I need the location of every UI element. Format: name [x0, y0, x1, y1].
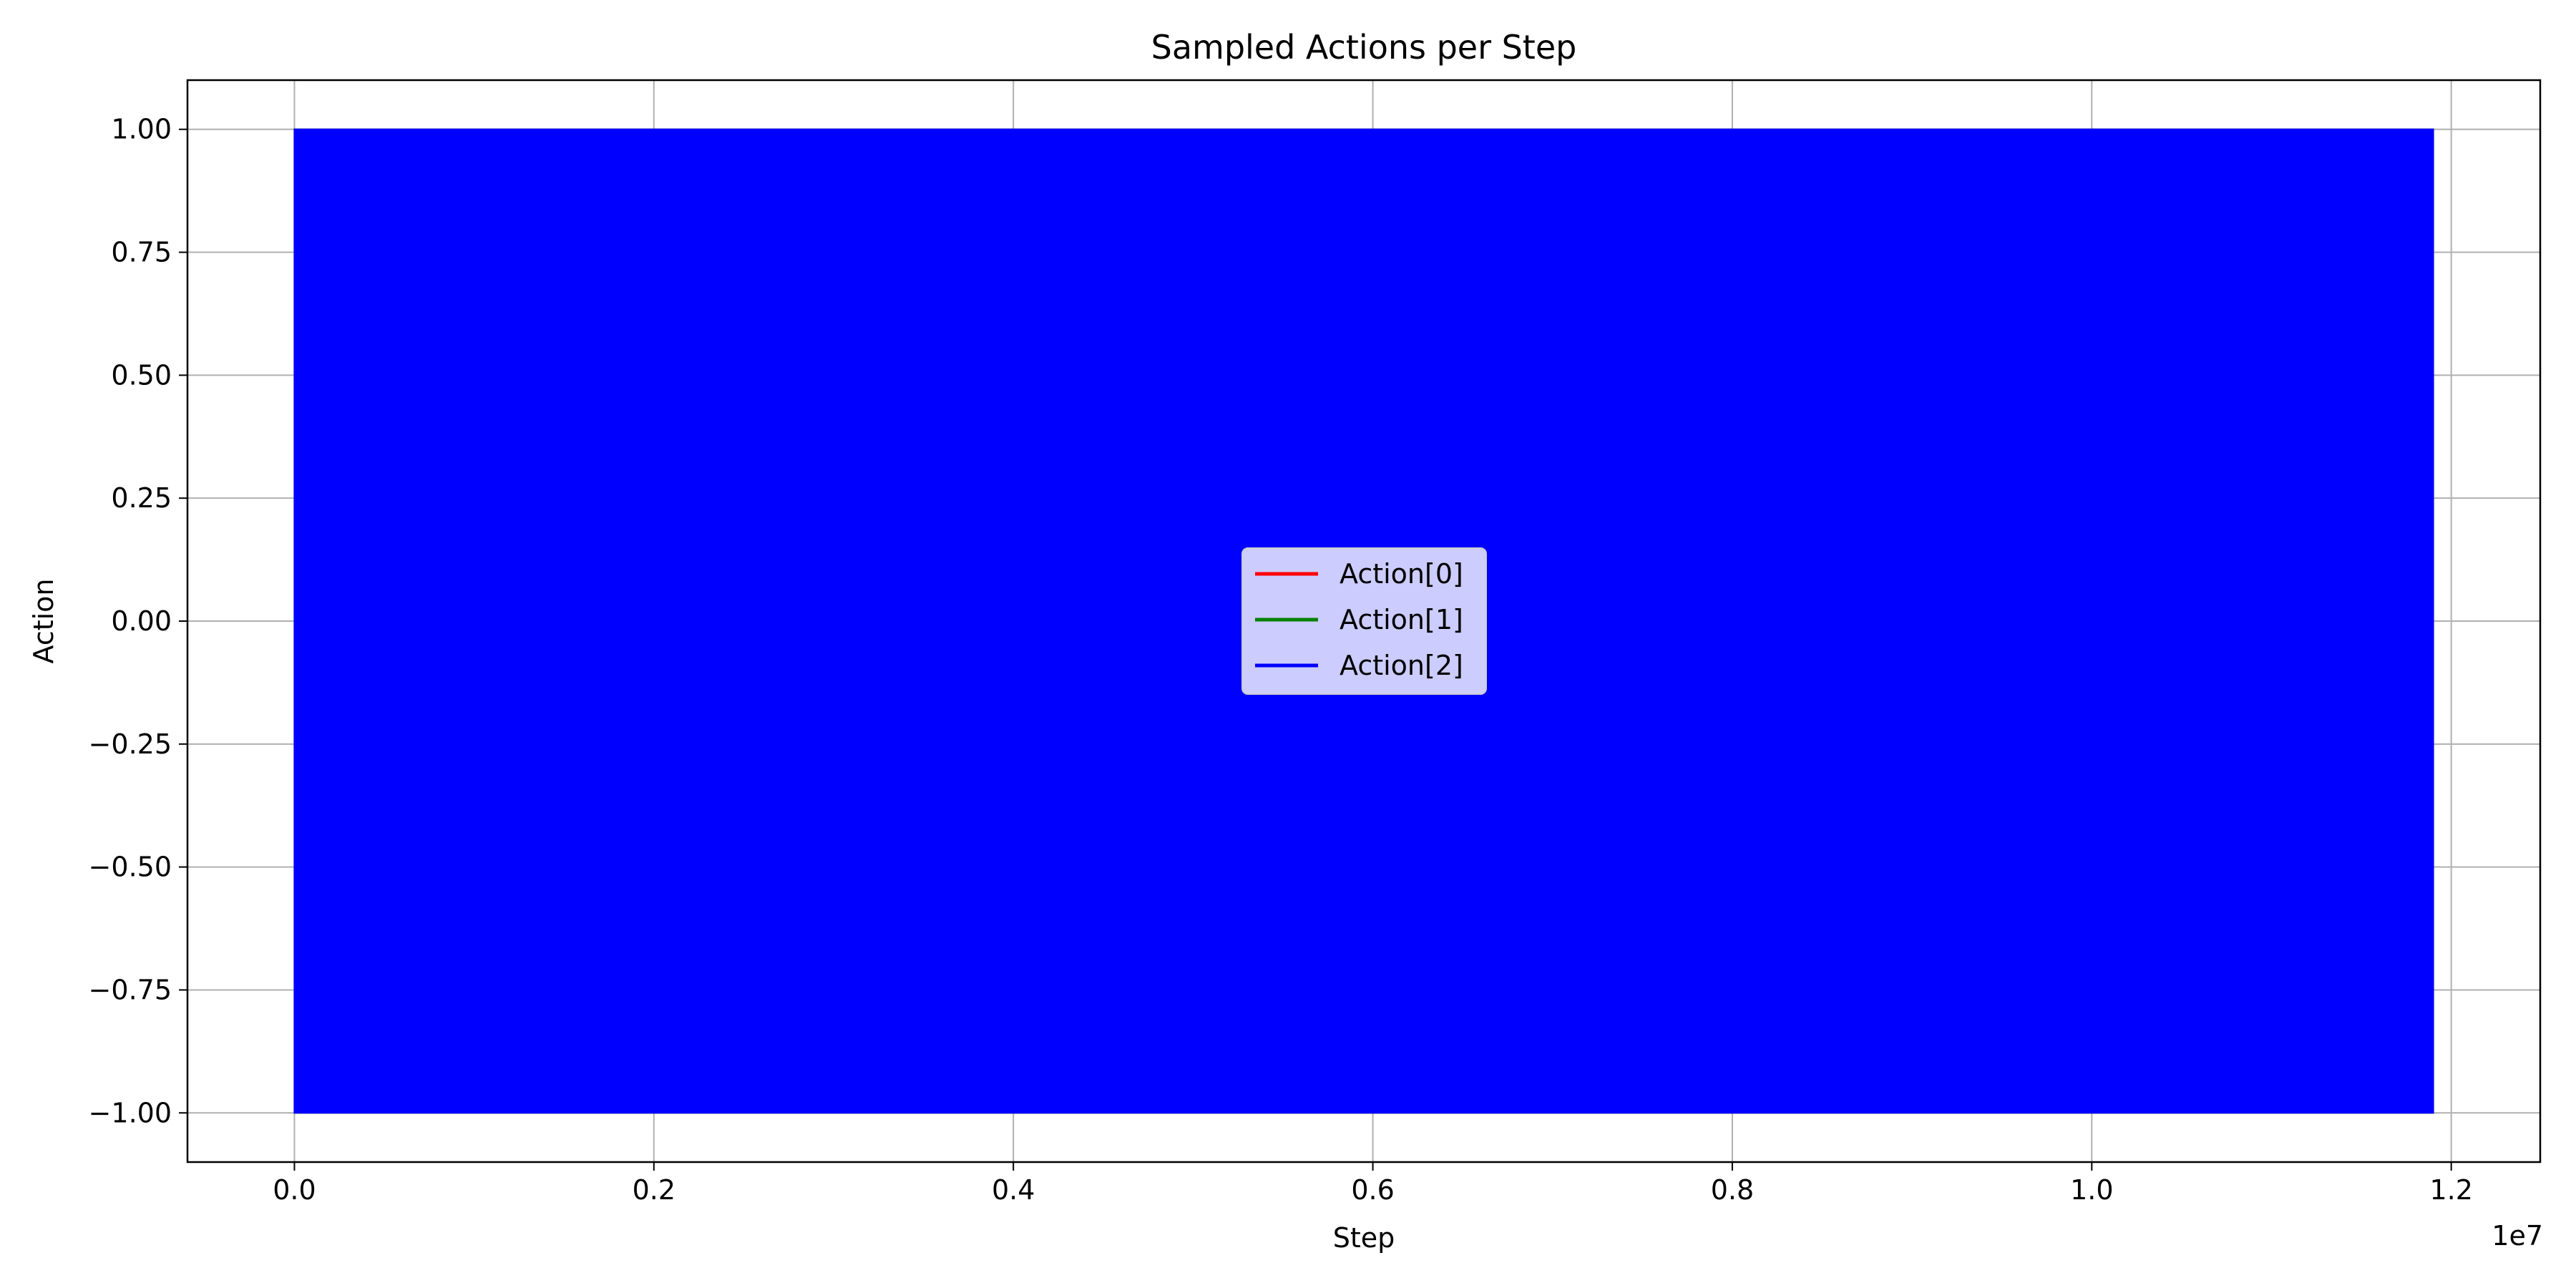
y-tick-label: −0.50: [89, 852, 172, 883]
x-tick-label: 1.2: [2429, 1174, 2472, 1206]
y-tick-label: 0.75: [111, 237, 172, 268]
legend-entry-label: Action[1]: [1340, 604, 1463, 635]
y-tick-label: 0.25: [111, 482, 172, 514]
x-tick-label: 0.6: [1351, 1174, 1394, 1206]
x-axis-label: Step: [1333, 1222, 1395, 1254]
y-tick-label: −0.75: [89, 974, 172, 1005]
legend-entry-label: Action[2]: [1340, 650, 1463, 681]
x-tick-label: 0.2: [633, 1174, 675, 1206]
legend-entry-label: Action[0]: [1340, 558, 1463, 590]
x-tick-label: 0.0: [273, 1174, 316, 1206]
y-tick-label: 1.00: [111, 114, 172, 145]
legend-box: [1241, 547, 1487, 695]
legend: Action[0] Action[1] Action[2]: [1241, 547, 1487, 695]
y-tick-label: −0.25: [89, 728, 172, 760]
x-tick-label: 0.4: [992, 1174, 1035, 1206]
series-area: [293, 128, 2434, 1114]
x-axis-offset-label: 1e7: [2492, 1220, 2543, 1252]
x-tick-label: 0.8: [1711, 1174, 1754, 1206]
axis-ticks: 0.0 0.2 0.4 0.6 0.8 1.0 1.2 1.00 0.75 0.50 0.25 0.0…: [89, 114, 2473, 1206]
chart-title: Sampled Actions per Step: [1151, 28, 1577, 67]
y-tick-label: 0.00: [111, 605, 172, 637]
y-tick-label: −1.00: [89, 1097, 172, 1128]
y-tick-label: 0.50: [111, 359, 172, 391]
y-axis-label: Action: [28, 578, 59, 663]
x-tick-label: 1.0: [2070, 1174, 2113, 1206]
